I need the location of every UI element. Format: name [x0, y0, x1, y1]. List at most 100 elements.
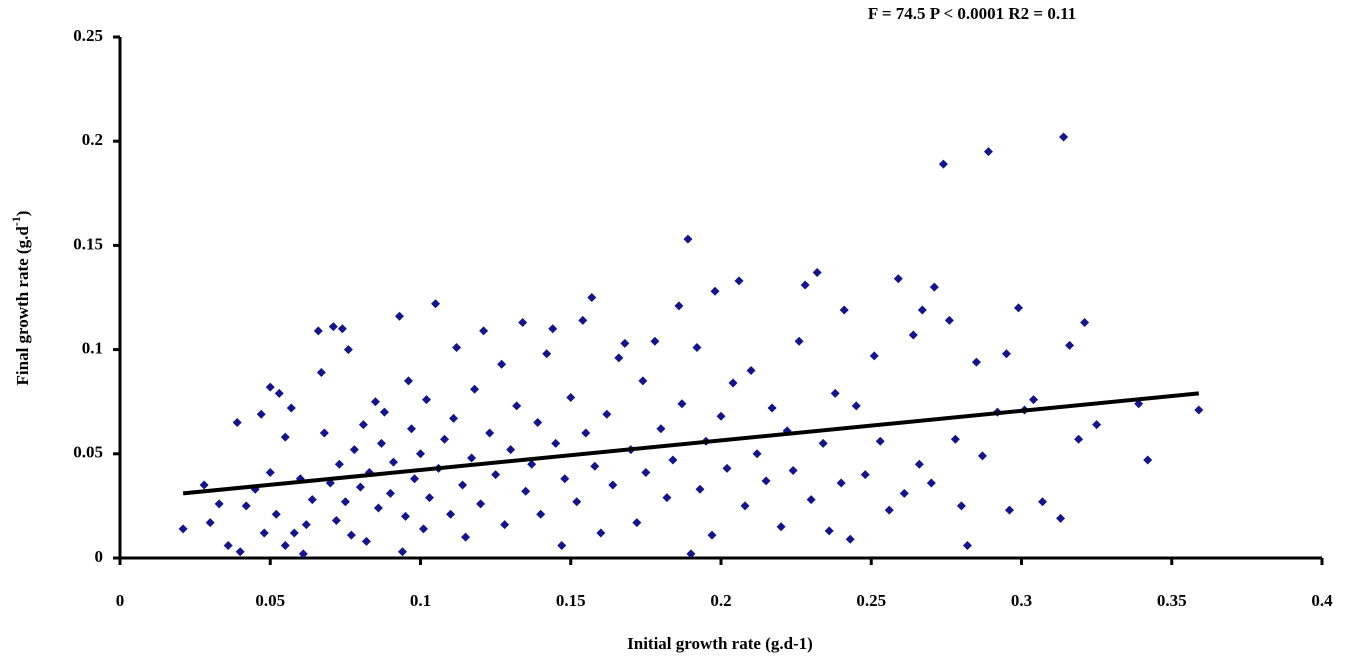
point [962, 540, 972, 550]
point [286, 403, 296, 413]
point [818, 438, 828, 448]
x-tick-label: 0 [116, 591, 125, 610]
point [1056, 513, 1066, 523]
point [265, 382, 275, 392]
point [1059, 132, 1069, 142]
point [527, 459, 537, 469]
y-axis-label-sup: -1 [9, 216, 23, 226]
point [761, 476, 771, 486]
point [449, 413, 459, 423]
point [307, 495, 317, 505]
point [677, 399, 687, 409]
point [425, 493, 435, 503]
point [695, 484, 705, 494]
point [280, 540, 290, 550]
point [824, 526, 834, 536]
point [1092, 420, 1102, 430]
y-tick-label: 0.2 [82, 130, 103, 149]
point [500, 520, 510, 530]
point [641, 468, 651, 478]
point [1065, 340, 1075, 350]
point [914, 459, 924, 469]
point [518, 318, 528, 328]
point [337, 324, 347, 334]
point [334, 459, 344, 469]
point [1029, 395, 1039, 405]
point [551, 438, 561, 448]
y-axis-label-text: Final growth rate (g.d [13, 226, 32, 386]
point [331, 515, 341, 525]
point [716, 411, 726, 421]
point [313, 326, 323, 336]
point [232, 418, 242, 428]
point [406, 424, 416, 434]
point [1134, 399, 1144, 409]
point [1001, 349, 1011, 359]
point [223, 540, 233, 550]
point [776, 522, 786, 532]
point [1013, 303, 1023, 313]
x-tick-label: 0.15 [556, 591, 586, 610]
point [899, 488, 909, 498]
x-tick-label: 0.35 [1157, 591, 1187, 610]
point [452, 343, 462, 353]
point [361, 536, 371, 546]
point [683, 234, 693, 244]
point [893, 274, 903, 284]
point [740, 501, 750, 511]
point [512, 401, 522, 411]
point [419, 524, 429, 534]
point [596, 528, 606, 538]
point [590, 461, 600, 471]
point [560, 474, 570, 484]
y-tick-label: 0.05 [73, 443, 103, 462]
x-tick-label: 0.25 [856, 591, 886, 610]
point [256, 409, 266, 419]
point [572, 497, 582, 507]
point [944, 315, 954, 325]
point [650, 336, 660, 346]
point [388, 457, 398, 467]
point [977, 451, 987, 461]
point [431, 299, 441, 309]
point [662, 493, 672, 503]
point [917, 305, 927, 315]
point [722, 463, 732, 473]
point [1074, 434, 1084, 444]
point [467, 453, 477, 463]
point [542, 349, 552, 359]
point [485, 428, 495, 438]
point [400, 511, 410, 521]
point [497, 359, 507, 369]
x-tick-label: 0.05 [255, 591, 285, 610]
point [403, 376, 413, 386]
y-tick-label: 0.25 [73, 26, 103, 45]
point [1143, 455, 1153, 465]
point [373, 503, 383, 513]
point [839, 305, 849, 315]
point [800, 280, 810, 290]
point [476, 499, 486, 509]
x-tick-label: 0.2 [710, 591, 731, 610]
point [328, 322, 338, 332]
point [349, 445, 359, 455]
point [875, 436, 885, 446]
point [710, 286, 720, 296]
point [656, 424, 666, 434]
point [235, 547, 245, 557]
point [566, 393, 576, 403]
y-axis-label: Final growth rate (g.d-1) [9, 211, 32, 386]
point [578, 315, 588, 325]
point [506, 445, 516, 455]
point [241, 501, 251, 511]
point [394, 311, 404, 321]
point [869, 351, 879, 361]
point [346, 530, 356, 540]
point [271, 509, 281, 519]
point [214, 499, 224, 509]
point [620, 338, 630, 348]
annotation: F = 74.5 P < 0.0001 R2 = 0.11 [868, 4, 1076, 23]
point [836, 478, 846, 488]
point [422, 395, 432, 405]
point [908, 330, 918, 340]
